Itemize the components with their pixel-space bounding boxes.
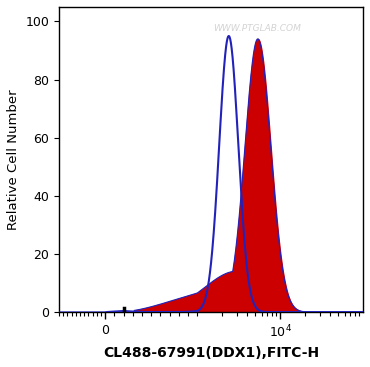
Text: WWW.PTGLAB.COM: WWW.PTGLAB.COM: [213, 24, 300, 33]
X-axis label: CL488-67991(DDX1),FITC-H: CL488-67991(DDX1),FITC-H: [103, 346, 319, 360]
Y-axis label: Relative Cell Number: Relative Cell Number: [7, 89, 20, 230]
